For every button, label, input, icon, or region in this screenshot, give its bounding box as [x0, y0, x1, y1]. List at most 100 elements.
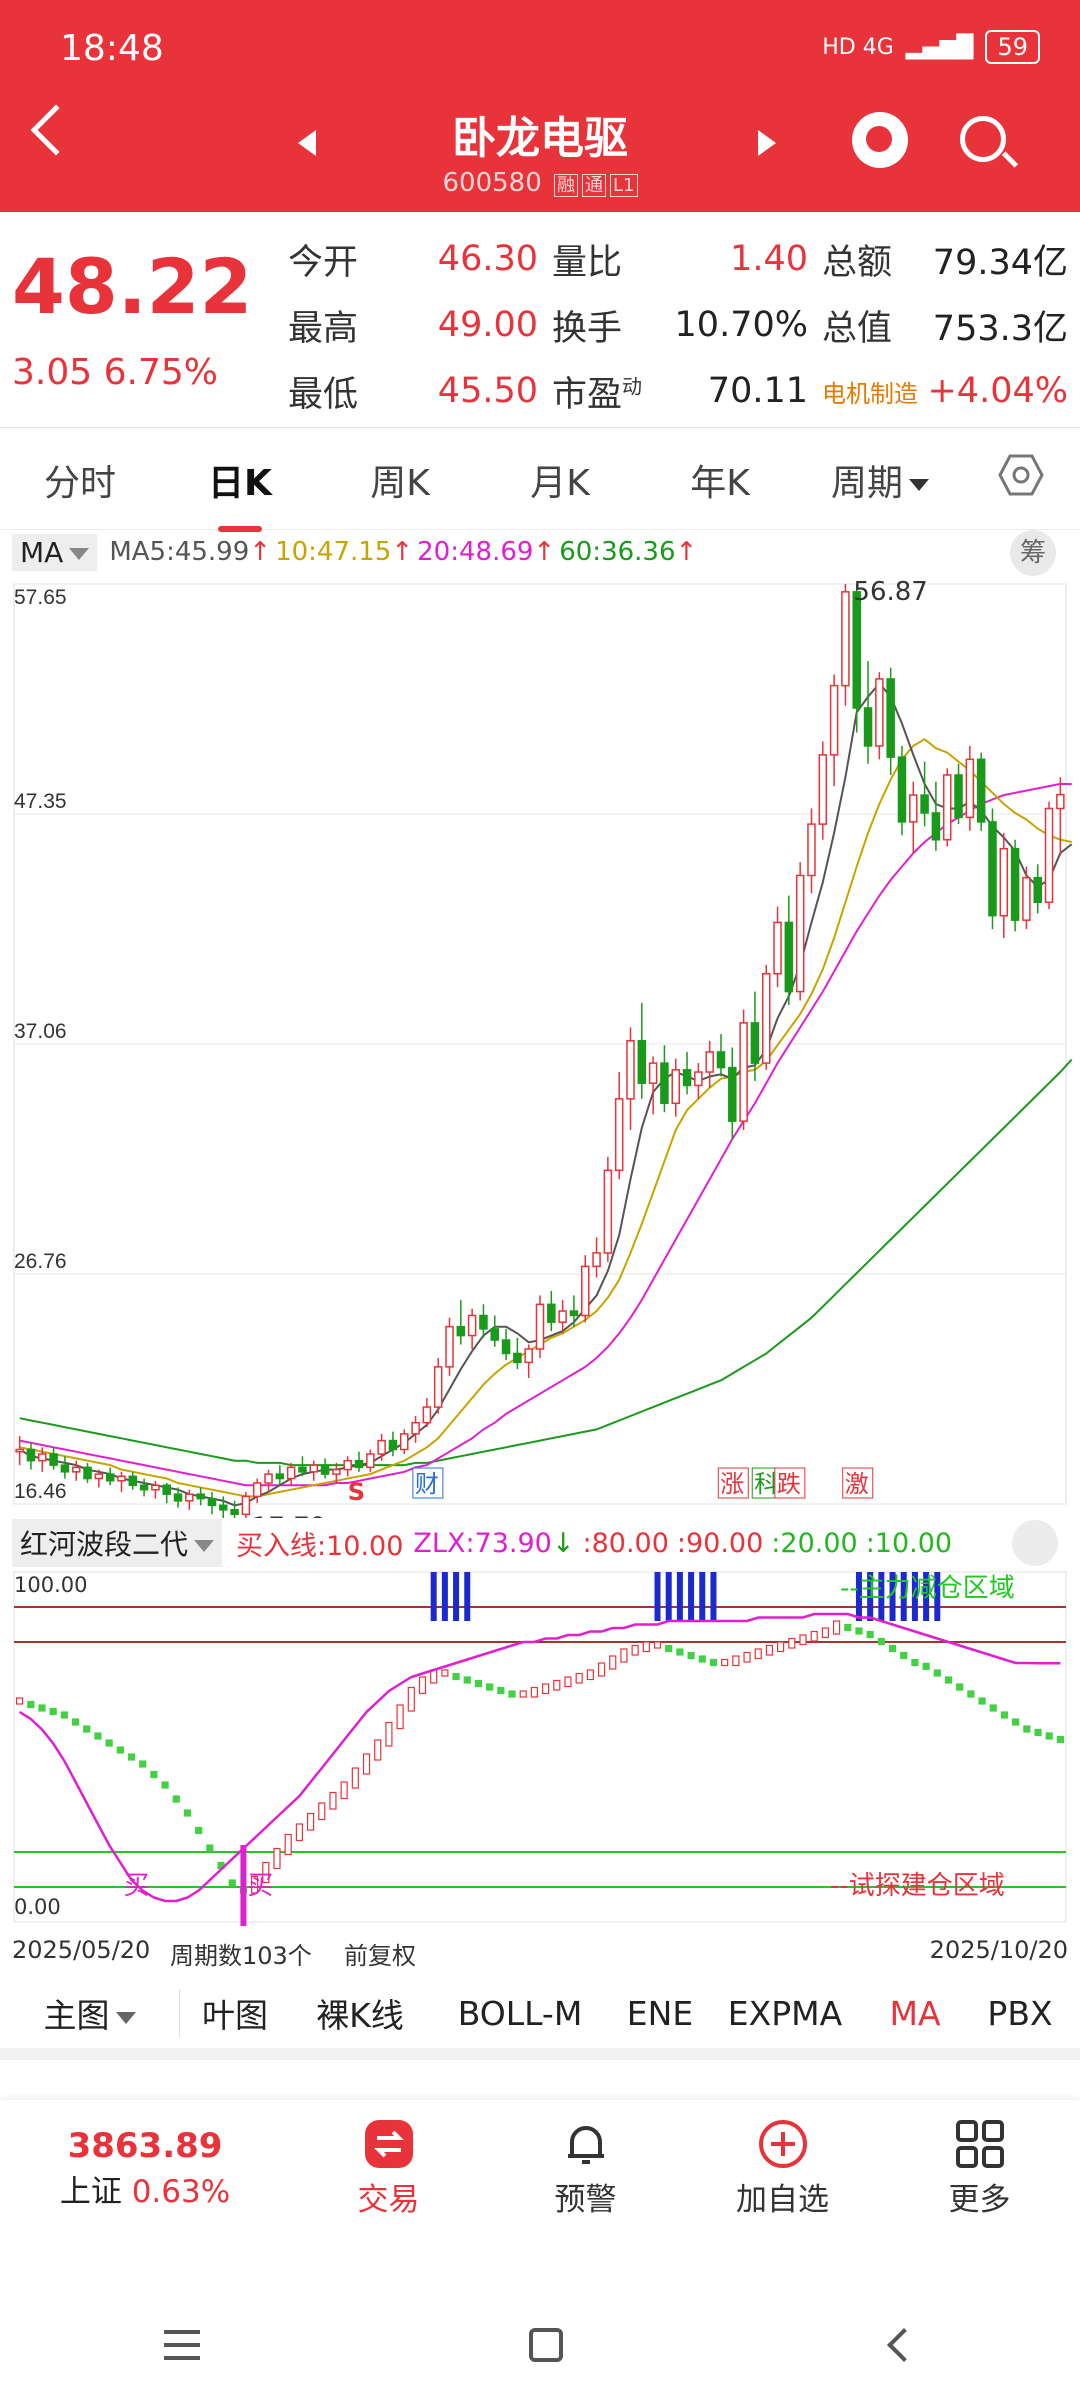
oscillator-bar	[609, 1655, 617, 1670]
trade-icon	[363, 2118, 415, 2170]
tab-naked-k[interactable]: 裸K线	[316, 1996, 404, 2035]
tab-boll-m[interactable]: BOLL-M	[457, 1993, 583, 2033]
candle-body	[1044, 807, 1054, 904]
more-button[interactable]: 更多	[881, 2100, 1078, 2219]
current-price: 48.22	[12, 242, 253, 331]
tab-daily-k[interactable]: 日K	[160, 454, 320, 532]
oscillator-bar	[38, 1704, 46, 1712]
oscillator-bar	[877, 1637, 885, 1646]
candle-body	[988, 821, 997, 917]
pe-sup: 动	[622, 373, 643, 398]
sub-y-top: 100.00	[14, 1573, 87, 1597]
tab-yearly-k[interactable]: 年K	[690, 462, 750, 504]
home-icon[interactable]	[528, 2328, 563, 2362]
oscillator-bar	[486, 1683, 494, 1691]
tab-pbx[interactable]: PBX	[987, 1993, 1053, 2033]
oscillator-bar	[362, 1753, 371, 1775]
signal-bar	[688, 1572, 695, 1621]
candle-body	[230, 1509, 239, 1516]
candle-body	[162, 1484, 171, 1495]
mascot-icon[interactable]	[852, 112, 908, 168]
candle-body	[49, 1453, 58, 1466]
add-watchlist-button[interactable]: 加自选	[684, 2100, 881, 2219]
trade-button[interactable]: 交易	[290, 2100, 487, 2219]
oscillator-chart[interactable]: 100.00 0.00 买 买 --主力减仓区域 --试探建仓区域	[0, 1518, 1080, 1932]
recent-apps-icon[interactable]	[164, 2330, 201, 2360]
oscillator-bar	[418, 1676, 427, 1695]
stock-name: 卧龙电驱	[452, 113, 628, 164]
alert-button[interactable]: 预警	[487, 2100, 684, 2219]
oscillator-bar	[721, 1658, 729, 1667]
main-chart-label: 主图	[43, 1996, 110, 2035]
tab-ma[interactable]: MA	[889, 1993, 941, 2033]
quote-grid: 今开 46.30 量比 1.40 总额 79.34亿 最高 49.00 换手 1…	[288, 226, 1068, 424]
tab-main-chart[interactable]: 主图	[0, 1989, 180, 2037]
oscillator-bar	[653, 1641, 662, 1649]
candle-body	[909, 794, 918, 823]
oscillator-bar	[799, 1634, 807, 1646]
back-nav-icon[interactable]	[886, 2328, 921, 2362]
candle-body	[445, 1325, 454, 1368]
ma-selector[interactable]: MA	[12, 533, 98, 571]
candle-body	[841, 591, 850, 687]
industry-link[interactable]: 电机制造	[822, 379, 918, 408]
oscillator-bar	[665, 1644, 673, 1653]
oscillator-bar	[318, 1802, 326, 1821]
low-price-label: 17.79	[252, 1512, 326, 1518]
oscillator-bar	[60, 1711, 68, 1719]
chip-distribution-button[interactable]: 筹	[1010, 530, 1056, 576]
candle-body	[626, 1040, 635, 1100]
candle-body	[773, 921, 782, 975]
oscillator-bar	[441, 1669, 449, 1677]
status-time: 18:48	[60, 28, 164, 69]
tab-period[interactable]: 周期	[800, 454, 960, 506]
candle-body	[15, 1448, 24, 1453]
zlx-line	[18, 1612, 1061, 1903]
high-price-label: 56.87	[853, 578, 927, 607]
sub-frame	[13, 1571, 1067, 1923]
plus-circle-icon	[757, 2118, 809, 2170]
oscillator-bar	[1056, 1735, 1065, 1744]
signal-bar	[654, 1572, 661, 1621]
oscillator-bar	[978, 1697, 986, 1705]
prev-stock-icon[interactable]	[298, 130, 316, 156]
tab-timeshare[interactable]: 分时	[43, 462, 116, 504]
tab-weekly-k[interactable]: 周K	[370, 462, 430, 504]
event-zhang-tag-box	[717, 1467, 749, 1499]
oscillator-bar	[105, 1739, 113, 1747]
candle-body	[479, 1314, 488, 1330]
quote-label: 总额	[822, 242, 893, 283]
candle-body	[580, 1265, 590, 1317]
oscillator-bar	[586, 1669, 594, 1681]
signal-bar	[911, 1572, 918, 1621]
candle-body	[411, 1421, 420, 1435]
quote-label: 最高	[288, 308, 359, 349]
chevron-down-icon	[115, 2011, 136, 2024]
signal-bar	[855, 1572, 862, 1621]
tab-ene[interactable]: ENE	[626, 1993, 694, 2033]
event-ji-tag: 激	[845, 1470, 869, 1498]
oscillator-bar	[698, 1655, 706, 1663]
up-arrow-icon: ↑	[391, 537, 414, 567]
oscillator-bar	[754, 1648, 762, 1660]
tab-expma[interactable]: EXPMA	[727, 1993, 843, 2033]
ma-selector-label: MA	[20, 535, 64, 569]
candle-body	[660, 1062, 669, 1105]
tab-monthly-k[interactable]: 月K	[530, 462, 590, 504]
quote-label: 换手	[552, 308, 623, 349]
app-header: 18:48 HD 4G ▂▄▆█ 59 卧龙电驱 600580 融通 L1	[0, 0, 1080, 212]
expand-icon[interactable]	[1012, 1520, 1058, 1566]
index-quote[interactable]: 3863.89 上证 0.63%	[0, 2100, 290, 2211]
tab-leaf-chart[interactable]: 叶图	[202, 1996, 268, 2035]
settings-hexagon-icon[interactable]	[998, 452, 1044, 498]
candle-body	[558, 1310, 567, 1323]
next-stock-icon[interactable]	[758, 130, 776, 156]
sub-indicator-selector[interactable]: 红河波段二代	[12, 1519, 223, 1567]
quote-value: 753.3亿	[932, 308, 1068, 349]
level-90-label: :90.00	[676, 1527, 764, 1559]
search-icon[interactable]	[960, 116, 1006, 162]
oscillator-bar	[788, 1637, 796, 1649]
oscillator-bar	[900, 1651, 908, 1660]
oscillator-bar	[732, 1655, 740, 1667]
candlestick-chart[interactable]: 57.65 47.35 37.06 26.76 16.46 56.87 17.79 S 财 涨科跌…	[0, 578, 1080, 1518]
